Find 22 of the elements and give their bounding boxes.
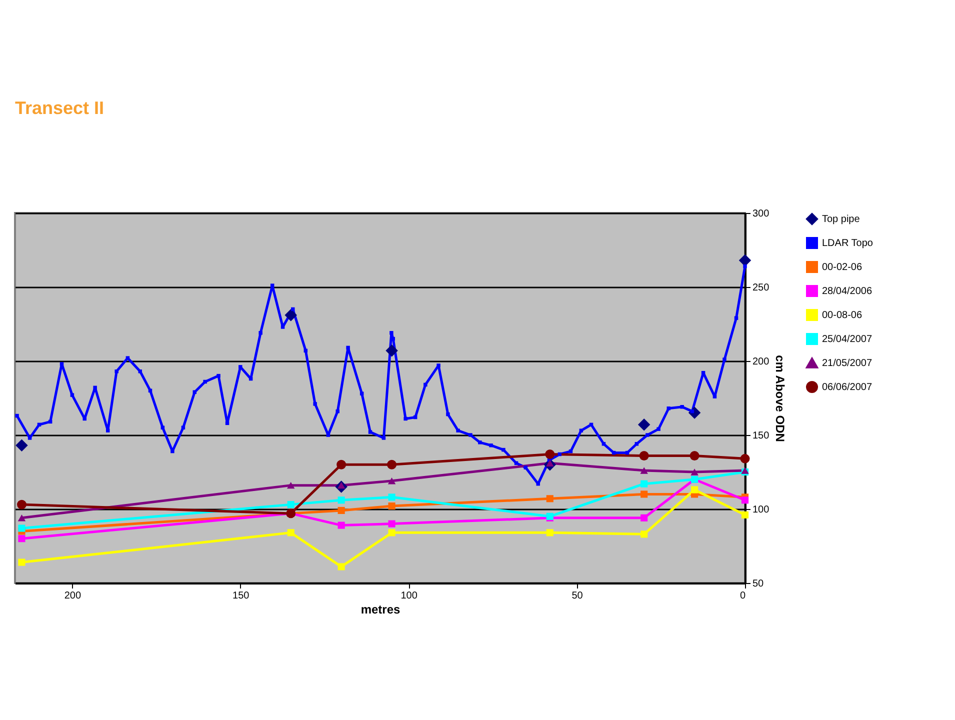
y-tick-label: 250 — [752, 282, 770, 294]
legend-label: 25/04/2007 — [822, 334, 872, 345]
legend-label: 21/05/2007 — [822, 358, 872, 369]
x-tick-label: 50 — [572, 590, 584, 602]
legend-label: 06/06/2007 — [822, 382, 872, 393]
legend-label: LDAR Topo — [822, 238, 874, 249]
y-tick-label: 200 — [752, 356, 770, 368]
legend-label: 28/04/2006 — [822, 286, 872, 297]
y-axis-title: cm Above ODN — [773, 355, 788, 442]
legend-label: Top pipe — [822, 214, 860, 225]
y-tick-label: 50 — [752, 578, 764, 590]
x-tick-label: 0 — [740, 590, 746, 602]
y-tick-label: 150 — [752, 430, 770, 442]
x-axis-title: metres — [360, 602, 401, 616]
y-tick-label: 300 — [752, 208, 770, 220]
x-tick-label: 150 — [232, 590, 250, 602]
y-tick-label: 100 — [752, 504, 770, 516]
legend-label: 00-02-06 — [822, 262, 862, 273]
x-tick-label: 100 — [400, 590, 418, 602]
x-tick-label: 200 — [64, 590, 82, 602]
chart-title: Transect II — [15, 98, 104, 118]
legend-label: 00-08-06 — [822, 310, 862, 321]
